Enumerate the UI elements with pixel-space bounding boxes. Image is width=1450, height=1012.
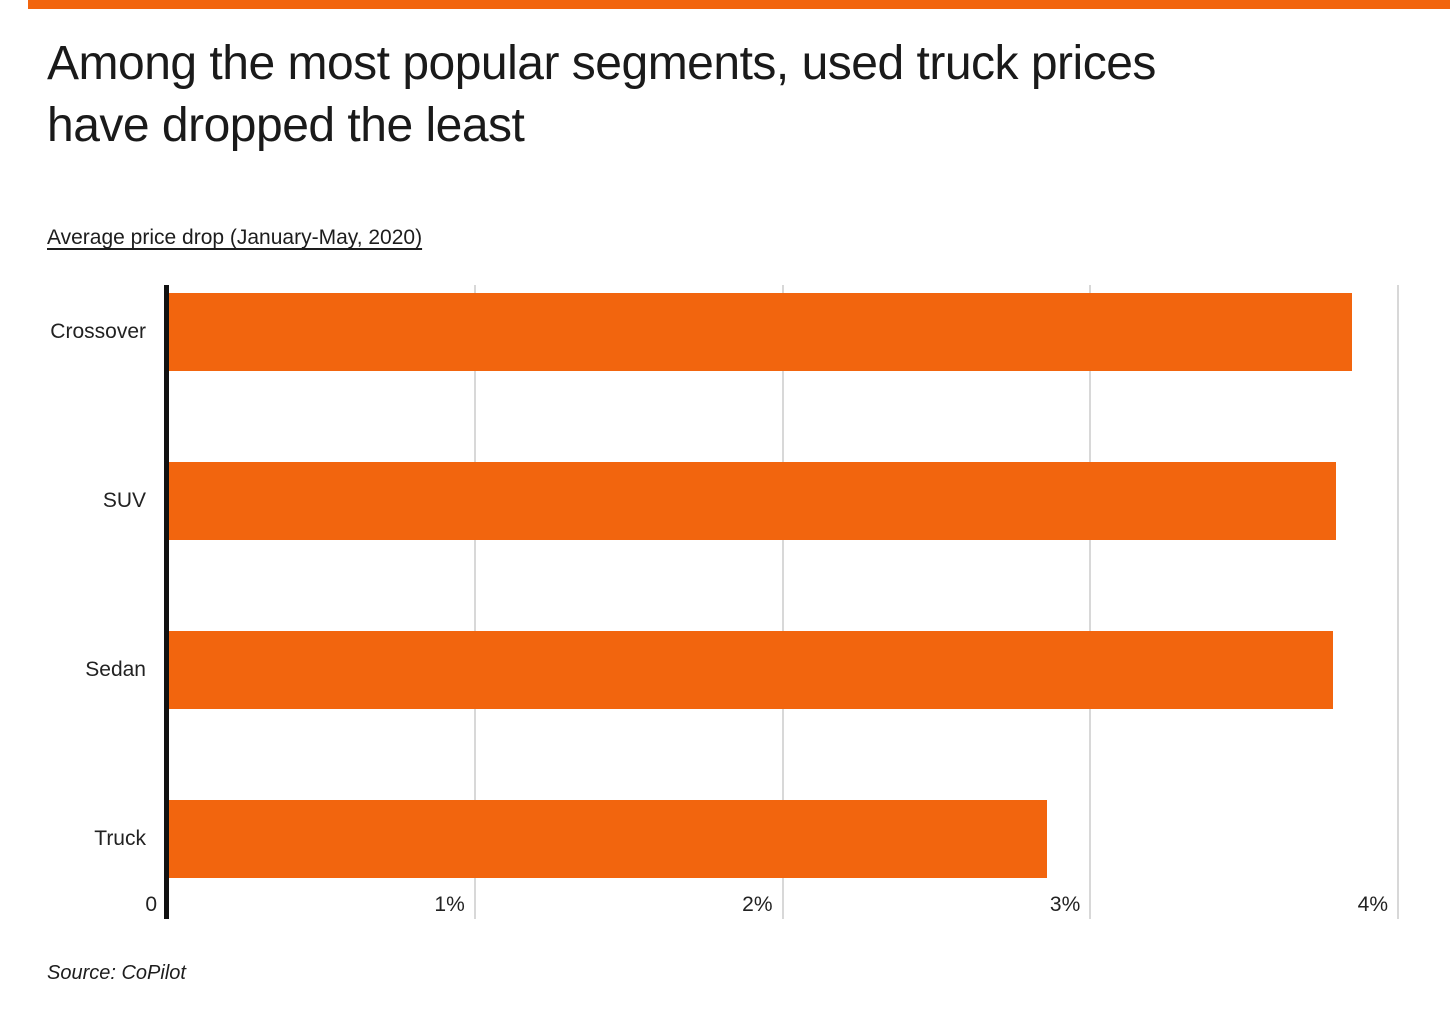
bar-crossover [169, 293, 1352, 371]
x-tick-label-0: 0 [145, 893, 157, 916]
page-title-line-1: Among the most popular segments, used tr… [47, 37, 1156, 90]
page-title-line-2: have dropped the least [47, 99, 525, 152]
bar-suv [169, 462, 1337, 540]
gridline-2 [781, 285, 784, 919]
gridline-3 [1089, 285, 1092, 919]
gridline-1 [473, 285, 476, 919]
source-note: Source: CoPilot [47, 962, 186, 984]
category-label-sedan: Sedan [85, 658, 146, 681]
chart-subtitle: Average price drop (January-May, 2020) [47, 226, 423, 249]
gridline-4 [1397, 285, 1399, 919]
top-accent-bar [28, 0, 1450, 9]
category-label-crossover: Crossover [50, 320, 146, 343]
category-label-truck: Truck [94, 827, 146, 850]
y-axis-line [164, 285, 169, 919]
bar-sedan [169, 631, 1334, 709]
x-tick-label-1: 1% [434, 893, 465, 916]
x-tick-label-2: 2% [742, 893, 773, 916]
x-tick-label-3: 3% [1049, 893, 1081, 916]
x-tick-label-4: 4% [1357, 893, 1388, 916]
category-label-suv: SUV [102, 489, 146, 512]
page-title: Among the most popular segments, used tr… [47, 33, 1156, 157]
bar-truck [169, 800, 1048, 878]
